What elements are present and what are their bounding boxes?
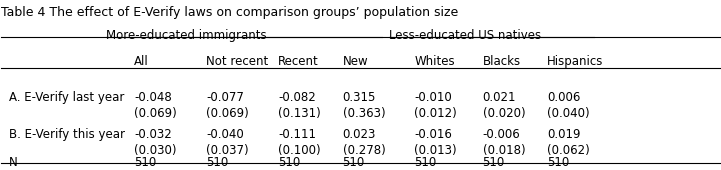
Text: More-educated immigrants: More-educated immigrants	[105, 29, 266, 42]
Text: Less-educated US natives: Less-educated US natives	[389, 29, 541, 42]
Text: All: All	[134, 55, 149, 68]
Text: 510: 510	[134, 156, 156, 169]
Text: 510: 510	[482, 156, 505, 169]
Text: -0.032
(0.030): -0.032 (0.030)	[134, 128, 177, 157]
Text: -0.082
(0.131): -0.082 (0.131)	[278, 91, 321, 120]
Text: 0.315
(0.363): 0.315 (0.363)	[342, 91, 385, 120]
Text: Whites: Whites	[415, 55, 455, 68]
Text: -0.077
(0.069): -0.077 (0.069)	[206, 91, 249, 120]
Text: Blacks: Blacks	[482, 55, 521, 68]
Text: 510: 510	[415, 156, 437, 169]
Text: New: New	[342, 55, 368, 68]
Text: Hispanics: Hispanics	[547, 55, 603, 68]
Text: -0.010
(0.012): -0.010 (0.012)	[415, 91, 457, 120]
Text: -0.016
(0.013): -0.016 (0.013)	[415, 128, 457, 157]
Text: -0.111
(0.100): -0.111 (0.100)	[278, 128, 321, 157]
Text: 0.019
(0.062): 0.019 (0.062)	[547, 128, 590, 157]
Text: N: N	[9, 156, 17, 169]
Text: -0.006
(0.018): -0.006 (0.018)	[482, 128, 525, 157]
Text: 0.023
(0.278): 0.023 (0.278)	[342, 128, 385, 157]
Text: Table 4 The effect of E-Verify laws on comparison groups’ population size: Table 4 The effect of E-Verify laws on c…	[1, 6, 459, 19]
Text: B. E-Verify this year: B. E-Verify this year	[9, 128, 125, 141]
Text: Not recent: Not recent	[206, 55, 268, 68]
Text: Recent: Recent	[278, 55, 319, 68]
Text: 0.021
(0.020): 0.021 (0.020)	[482, 91, 525, 120]
Text: -0.048
(0.069): -0.048 (0.069)	[134, 91, 177, 120]
Text: 510: 510	[547, 156, 570, 169]
Text: 510: 510	[278, 156, 300, 169]
Text: 0.006
(0.040): 0.006 (0.040)	[547, 91, 590, 120]
Text: A. E-Verify last year: A. E-Verify last year	[9, 91, 124, 104]
Text: -0.040
(0.037): -0.040 (0.037)	[206, 128, 249, 157]
Text: 510: 510	[342, 156, 365, 169]
Text: 510: 510	[206, 156, 229, 169]
